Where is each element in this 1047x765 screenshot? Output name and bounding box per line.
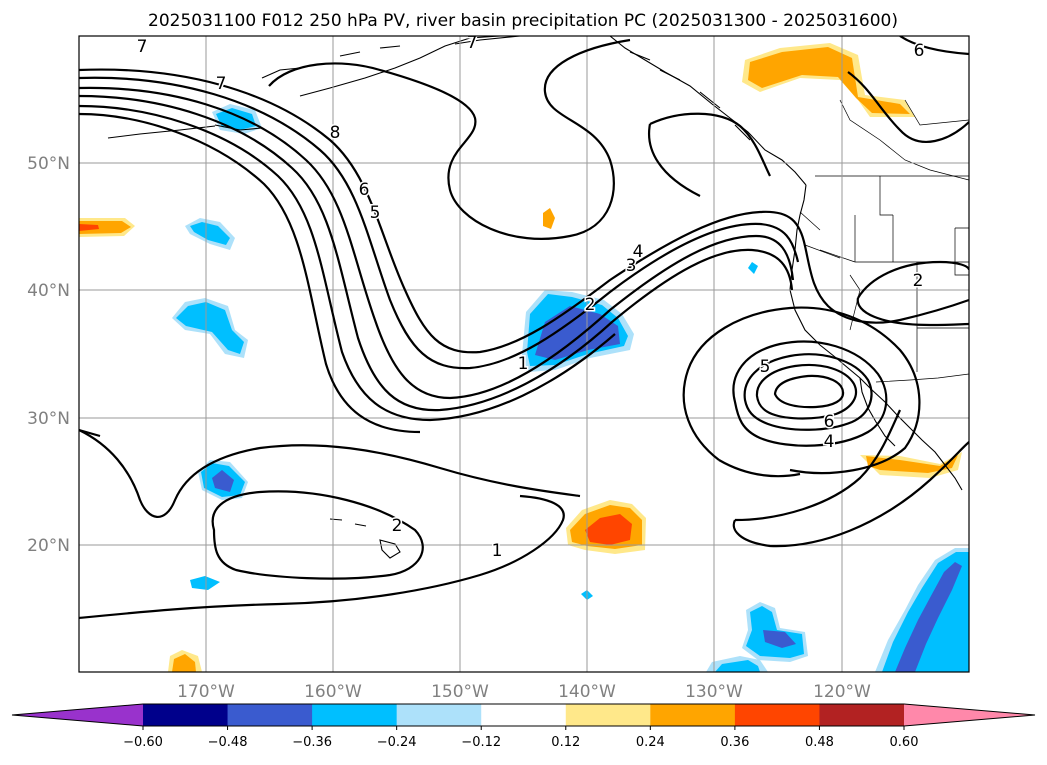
contour-label: 6 <box>359 180 370 200</box>
colorbar-bin <box>481 704 567 726</box>
contour-label: 7 <box>137 37 148 57</box>
lon-label: 150°W <box>431 682 489 702</box>
latitude-labels: 50°N 40°N 30°N 20°N <box>27 154 70 556</box>
contour-label: 4 <box>633 242 644 262</box>
positive-anomaly-small <box>543 208 555 229</box>
positive-anomaly-nw-canada-core <box>748 47 910 114</box>
colorbar-bin <box>312 704 398 726</box>
negative-anomaly-small-3 <box>748 262 758 274</box>
lon-label: 160°W <box>304 682 362 702</box>
contour-label: 1 <box>492 541 503 561</box>
colorbar-tick-label: −0.60 <box>123 735 163 750</box>
contour-label: 8 <box>330 123 341 143</box>
map-panel: 7 7 7 8 6 5 4 3 2 1 5 6 4 2 6 2 1 <box>79 33 969 672</box>
lat-label: 50°N <box>27 154 70 174</box>
contour-label: 2 <box>585 295 596 315</box>
negative-anomaly-small-1 <box>190 576 220 590</box>
lon-label: 170°W <box>177 682 235 702</box>
colorbar-bin <box>734 704 820 726</box>
map-frame <box>78 35 970 673</box>
colorbar-tick-label: 0.24 <box>636 735 665 750</box>
colorbar: −0.60 −0.48 −0.36 −0.24 −0.12 0.12 0.24 0.36 0.4… <box>11 703 1036 750</box>
colorbar-tick-label: 0.60 <box>890 735 919 750</box>
contour-label: 4 <box>824 432 835 452</box>
contour-label: 6 <box>914 41 925 61</box>
lon-label: 130°W <box>685 682 743 702</box>
lat-label: 40°N <box>27 281 70 301</box>
colorbar-tick-label: −0.12 <box>461 735 501 750</box>
colorbar-tick-label: −0.24 <box>377 735 417 750</box>
colorbar-bin <box>396 704 482 726</box>
lat-label: 20°N <box>27 536 70 556</box>
contour-label: 3 <box>626 256 637 276</box>
contour-label: 5 <box>760 357 771 377</box>
colorbar-tick-label: −0.36 <box>292 735 332 750</box>
contour-label: 7 <box>216 74 227 94</box>
colorbar-bin <box>227 704 313 726</box>
contour-label: 7 <box>467 33 478 53</box>
colorbar-bin <box>819 704 905 726</box>
contour-label: 2 <box>392 516 403 536</box>
contour-label: 6 <box>824 412 835 432</box>
colorbar-bin <box>565 704 651 726</box>
colorbar-tick-label: 0.12 <box>551 735 580 750</box>
lon-label: 140°W <box>558 682 616 702</box>
colorbar-tick-label: 0.48 <box>805 735 834 750</box>
pv-contours <box>79 36 969 620</box>
colorbar-bin <box>650 704 736 726</box>
contour-label: 2 <box>913 271 924 291</box>
colorbar-extend-high <box>904 704 1035 726</box>
colorbar-tick-label: 0.36 <box>720 735 749 750</box>
lon-label: 120°W <box>813 682 871 702</box>
positive-anomaly-west-edge-core <box>79 221 131 234</box>
colorbar-tick-label: −0.48 <box>208 735 248 750</box>
contour-label: 5 <box>370 203 381 223</box>
lat-label: 30°N <box>27 409 70 429</box>
pv-contour-labels: 7 7 7 8 6 5 4 3 2 1 5 6 4 2 6 2 1 <box>135 33 926 563</box>
longitude-labels: 170°W 160°W 150°W 140°W 130°W 120°W <box>177 682 871 702</box>
figure-title: 2025031100 F012 250 hPa PV, river basin … <box>148 11 898 31</box>
colorbar-extend-low <box>12 704 143 726</box>
contour-label: 1 <box>518 354 529 374</box>
colorbar-bin <box>143 704 229 726</box>
